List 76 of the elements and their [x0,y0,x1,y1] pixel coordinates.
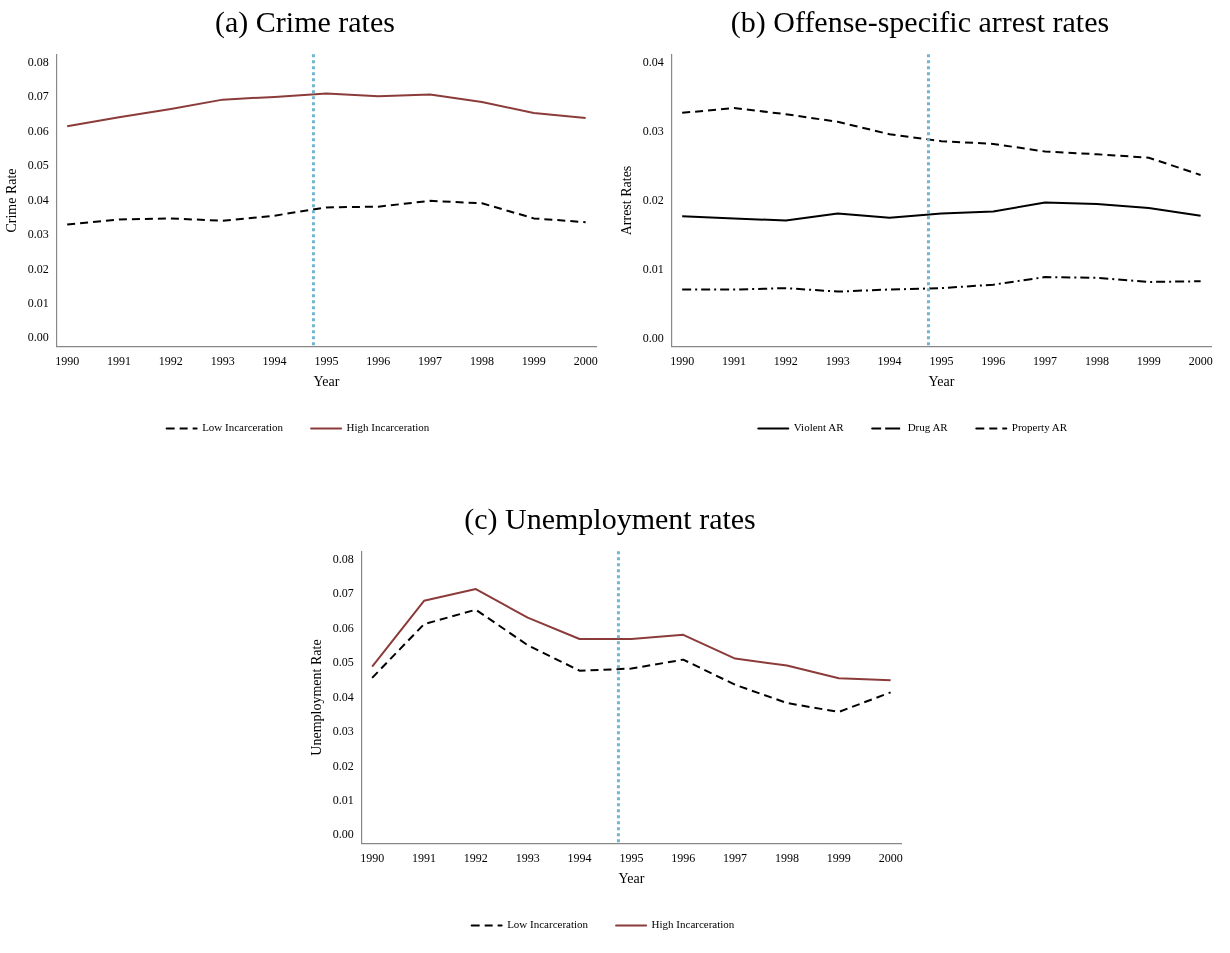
x-tick-label: 1991 [107,354,132,369]
x-tick-label: 1990 [360,851,385,866]
y-tick-label: 0.08 [332,551,354,566]
x-tick-label: 1999 [826,851,851,866]
line-series [66,199,587,226]
x-tick-label: 1995 [314,354,339,369]
y-tick-label: 0.01 [332,792,354,807]
legend-label: Low Incarceration [202,421,284,434]
y-tick-label: 0.02 [332,758,354,773]
x-tick-label: 1991 [722,354,747,369]
y-axis-title: Arrest Rates [619,165,635,236]
y-tick-label: 0.05 [332,655,354,670]
y-axis-title: Crime Rate [4,168,20,233]
y-tick-label: 0.01 [27,295,49,310]
y-tick-label: 0.02 [642,192,664,207]
y-tick-label: 0.02 [27,261,49,276]
x-tick-label: 1998 [1084,354,1109,369]
x-tick-label: 1998 [469,354,494,369]
x-tick-label: 2000 [1188,354,1213,369]
x-axis-title: Year [618,871,645,887]
chart-title: (a) Crime rates [214,4,396,40]
x-tick-label: 1991 [412,851,437,866]
x-tick-label: 1997 [1033,354,1058,369]
x-tick-label: 1997 [418,354,443,369]
x-tick-label: 1996 [981,354,1006,369]
line-series [681,276,1202,293]
y-tick-label: 0.00 [332,827,354,842]
y-tick-label: 0.03 [642,123,664,138]
x-tick-label: 1993 [515,851,540,866]
y-tick-label: 0.06 [332,620,354,635]
chart-title: (b) Offense-specific arrest rates [729,4,1111,40]
y-tick-label: 0.01 [642,261,664,276]
y-tick-label: 0.08 [27,54,49,69]
legend-label: Drug AR [907,421,949,434]
x-tick-label: 1999 [521,354,546,369]
chart-title: (c) Unemployment rates [463,501,757,537]
line-series [681,107,1202,176]
y-tick-label: 0.00 [27,330,49,345]
x-tick-label: 1992 [158,354,183,369]
y-tick-label: 0.07 [332,586,354,601]
x-tick-label: 2000 [878,851,903,866]
y-tick-label: 0.04 [332,689,354,704]
y-tick-label: 0.03 [332,724,354,739]
legend-label: High Incarceration [346,421,430,434]
x-tick-label: 1995 [619,851,644,866]
line-series [371,608,892,713]
y-tick-label: 0.00 [642,330,664,345]
x-tick-label: 1992 [463,851,488,866]
x-tick-label: 1994 [262,354,287,369]
y-tick-label: 0.04 [27,192,49,207]
legend-label: Low Incarceration [507,918,589,931]
y-tick-label: 0.05 [27,158,49,173]
x-tick-label: 1996 [671,851,696,866]
x-tick-label: 2000 [573,354,598,369]
x-tick-label: 1995 [929,354,954,369]
x-tick-label: 1992 [773,354,798,369]
x-tick-label: 1997 [723,851,748,866]
y-tick-label: 0.07 [27,89,49,104]
x-axis-title: Year [928,374,955,390]
x-tick-label: 1990 [55,354,80,369]
y-axis-title: Unemployment Rate [309,639,325,756]
x-tick-label: 1990 [670,354,695,369]
legend-label: Violent AR [793,421,845,434]
x-tick-label: 1994 [877,354,902,369]
x-tick-label: 1999 [1136,354,1161,369]
y-tick-label: 0.03 [27,227,49,242]
x-tick-label: 1993 [825,354,850,369]
legend-label: Property AR [1011,421,1068,434]
legend-label: High Incarceration [651,918,735,931]
x-tick-label: 1993 [210,354,235,369]
y-tick-label: 0.04 [642,54,664,69]
x-axis-title: Year [313,374,340,390]
x-tick-label: 1996 [366,354,391,369]
y-tick-label: 0.06 [27,123,49,138]
x-tick-label: 1998 [774,851,799,866]
x-tick-label: 1994 [567,851,592,866]
